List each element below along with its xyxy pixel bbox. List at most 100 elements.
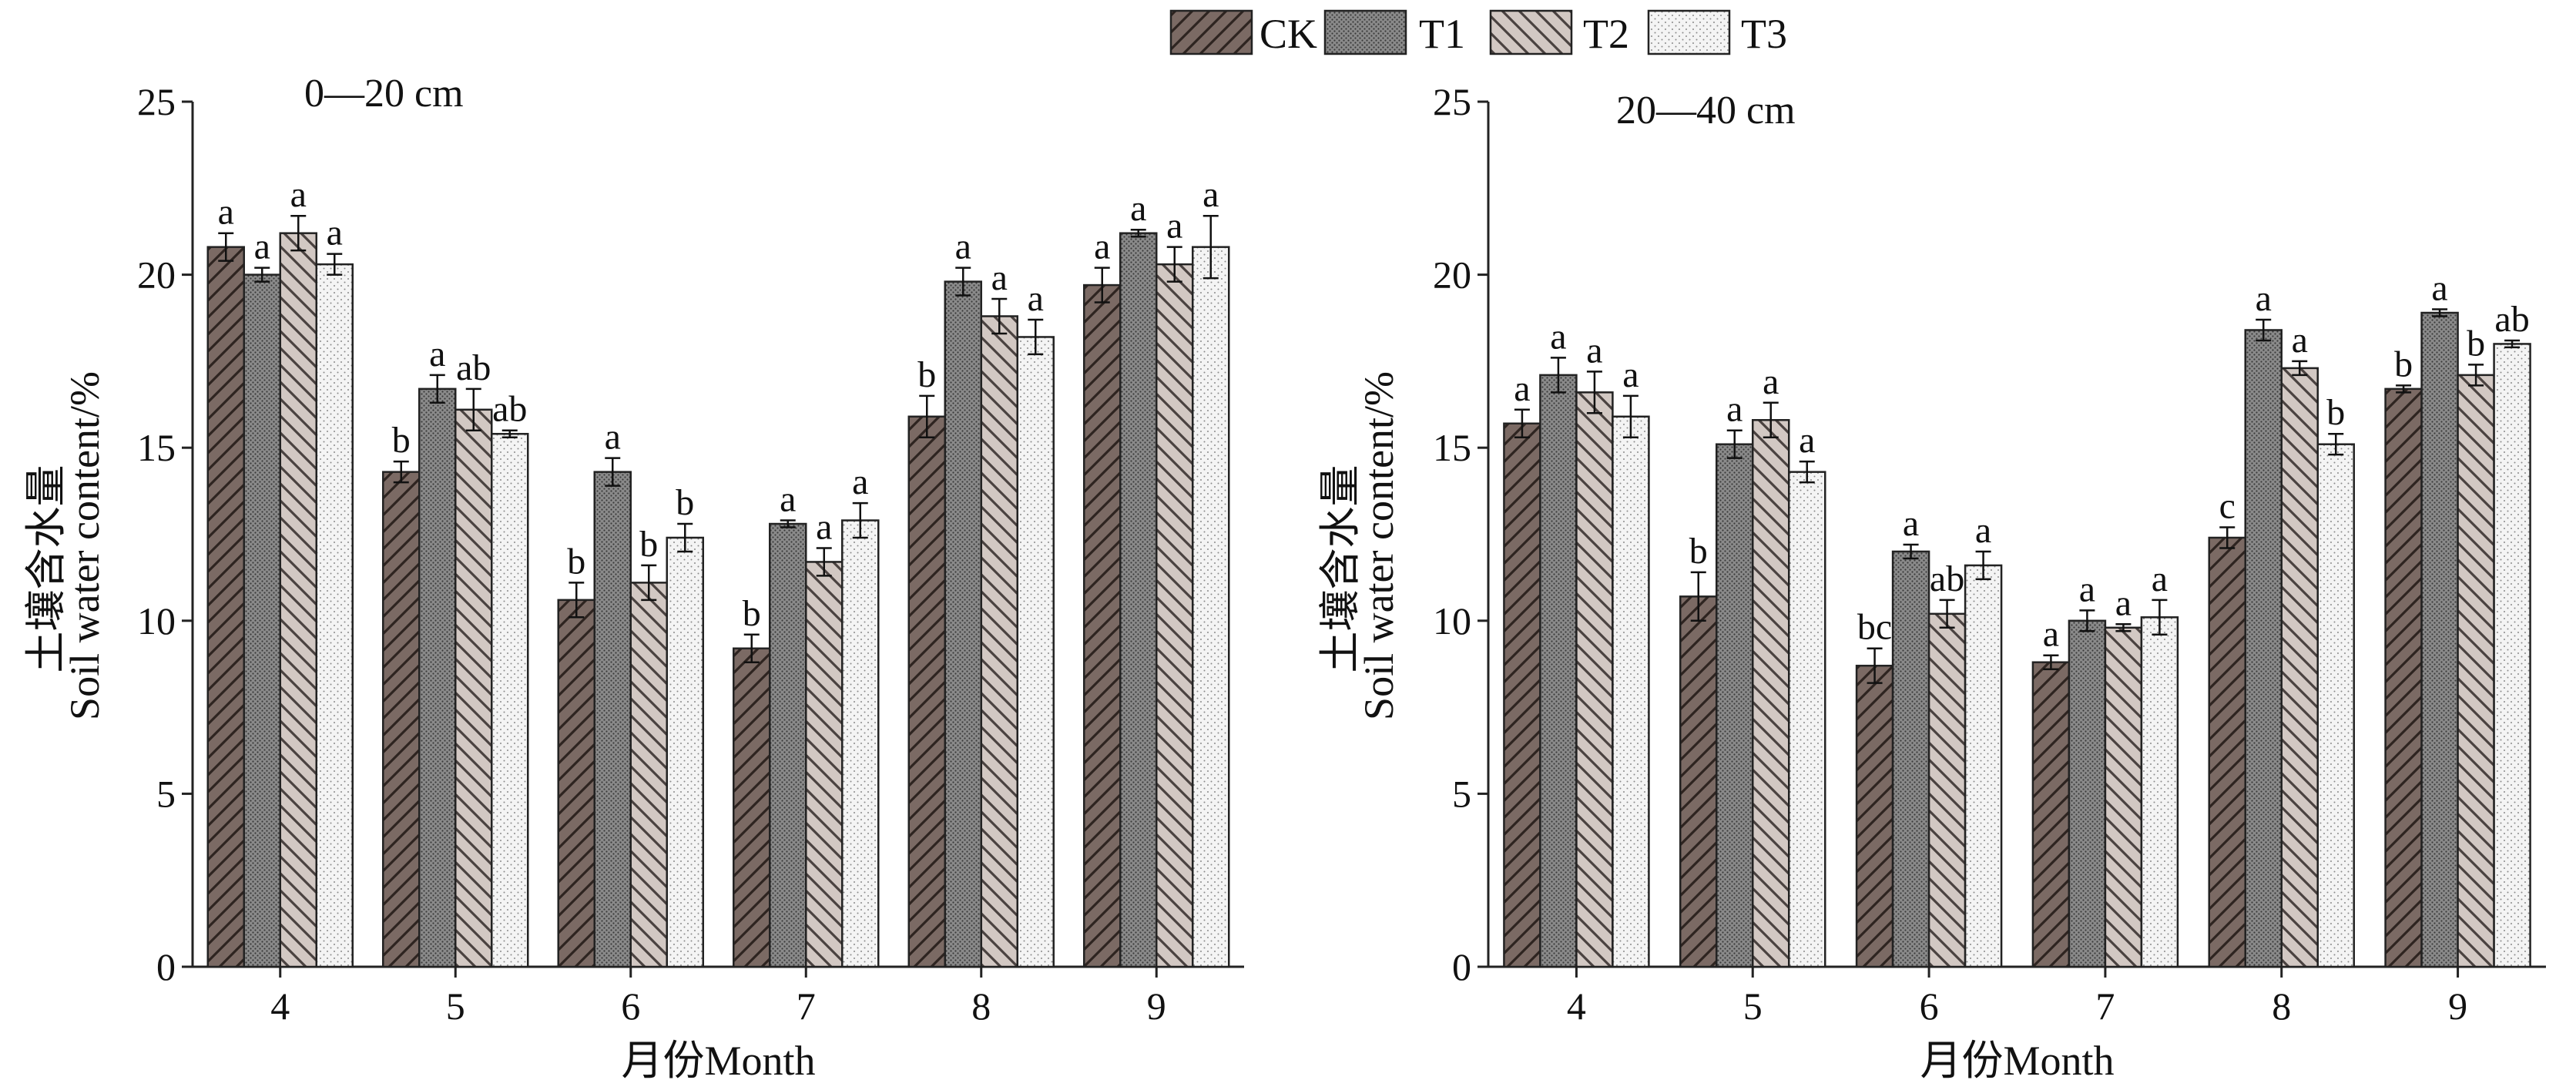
- bar-ck: [557, 599, 595, 968]
- significance-label: a: [290, 174, 307, 215]
- y-tick-label: 5: [156, 772, 176, 815]
- bar-t2: [1575, 391, 1614, 968]
- y-axis-title-cn: 土壤含水量: [1317, 465, 1363, 673]
- y-tick-label: 15: [1433, 426, 1471, 469]
- bar-t2: [454, 408, 493, 968]
- significance-label: a: [327, 213, 343, 253]
- bar-t1: [2068, 619, 2107, 968]
- bar-t1: [769, 522, 807, 968]
- bar-t2: [629, 582, 668, 968]
- significance-label: a: [816, 506, 832, 547]
- bar-ck: [907, 415, 946, 968]
- significance-label: a: [605, 417, 621, 458]
- significance-label: a: [254, 226, 270, 267]
- significance-label: a: [2292, 320, 2308, 361]
- significance-label: a: [1028, 278, 1044, 319]
- legend-label-t2: T2: [1583, 11, 1629, 57]
- significance-label: b: [639, 524, 658, 565]
- significance-label: a: [780, 479, 796, 520]
- significance-label: c: [2219, 486, 2236, 527]
- legend: CK T1 T2 T3: [1169, 9, 1787, 57]
- bar-ck: [1083, 283, 1122, 968]
- legend-swatch-t1: [1323, 9, 1407, 55]
- x-tick-label: 6: [1920, 984, 1939, 1028]
- significance-label: ab: [2494, 299, 2529, 340]
- significance-label: a: [852, 461, 868, 502]
- significance-label: a: [1166, 206, 1182, 247]
- bar-t2: [2104, 626, 2143, 968]
- x-axis-title: 月份Month: [1920, 1038, 2114, 1080]
- bar-t1: [1539, 374, 1578, 968]
- bar-t3: [1788, 471, 1826, 968]
- legend-swatch-t3: [1647, 9, 1731, 55]
- significance-label: b: [392, 420, 411, 461]
- bar-t1: [418, 387, 457, 968]
- significance-label: ab: [492, 389, 527, 430]
- bar-t3: [666, 536, 704, 968]
- significance-label: a: [1903, 503, 1919, 544]
- significance-label: a: [1763, 361, 1779, 402]
- bar-t2: [2280, 367, 2319, 968]
- significance-label: b: [2467, 323, 2485, 364]
- significance-label: bc: [1857, 607, 1892, 648]
- panel-title: 0—20 cm: [304, 72, 464, 116]
- x-tick-label: 4: [1567, 984, 1586, 1028]
- x-tick-label: 8: [2272, 984, 2291, 1028]
- significance-label: a: [1622, 354, 1639, 395]
- significance-label: b: [2326, 392, 2345, 433]
- bar-t2: [1156, 263, 1194, 968]
- x-tick-label: 5: [1743, 984, 1763, 1028]
- significance-label: a: [429, 334, 445, 374]
- significance-label: a: [1130, 188, 1146, 229]
- x-tick-label: 6: [621, 984, 640, 1028]
- significance-label: a: [1975, 510, 1991, 551]
- significance-label: b: [676, 482, 694, 523]
- significance-label: a: [1586, 330, 1602, 371]
- y-tick-label: 25: [137, 80, 176, 123]
- bar-t3: [1964, 564, 2003, 968]
- significance-label: a: [1094, 226, 1110, 267]
- bar-t1: [2244, 329, 2283, 968]
- y-tick-label: 20: [1433, 253, 1471, 297]
- legend-swatch-ck: [1169, 9, 1253, 55]
- x-tick-label: 7: [797, 984, 816, 1028]
- significance-label: a: [1550, 316, 1566, 357]
- bar-t1: [593, 471, 632, 968]
- significance-label: a: [2152, 558, 2168, 599]
- bar-t1: [2420, 311, 2459, 968]
- bar-t3: [2140, 616, 2179, 968]
- significance-label: ab: [456, 347, 491, 388]
- y-axis-title-en: Soil water content/%: [62, 371, 108, 720]
- significance-label: b: [917, 354, 936, 395]
- significance-label: a: [2256, 278, 2272, 319]
- y-tick-label: 15: [137, 426, 176, 469]
- x-tick-label: 4: [270, 984, 290, 1028]
- bar-ck: [2208, 536, 2246, 968]
- x-tick-label: 8: [971, 984, 991, 1028]
- bar-t3: [2493, 343, 2531, 968]
- significance-label: b: [2394, 344, 2413, 384]
- significance-label: a: [1202, 174, 1219, 215]
- significance-label: a: [218, 192, 234, 233]
- significance-label: b: [567, 541, 585, 582]
- bar-t2: [1927, 612, 1967, 968]
- significance-label: a: [2043, 614, 2059, 655]
- legend-label-t3: T3: [1741, 11, 1787, 57]
- bar-t2: [279, 232, 317, 968]
- legend-label-t1: T1: [1419, 11, 1465, 57]
- significance-label: ab: [1930, 558, 1964, 599]
- significance-label: a: [1799, 420, 1815, 461]
- significance-label: a: [2431, 268, 2447, 309]
- bar-ck: [1503, 422, 1541, 968]
- y-tick-label: 10: [137, 599, 176, 642]
- bar-t2: [2457, 374, 2495, 968]
- significance-label: a: [2079, 569, 2095, 609]
- legend-swatch-t2: [1489, 9, 1573, 55]
- bar-ck: [2384, 387, 2423, 968]
- x-tick-label: 5: [446, 984, 465, 1028]
- y-tick-label: 10: [1433, 599, 1471, 642]
- bar-ck: [206, 246, 245, 968]
- y-tick-label: 5: [1452, 772, 1471, 815]
